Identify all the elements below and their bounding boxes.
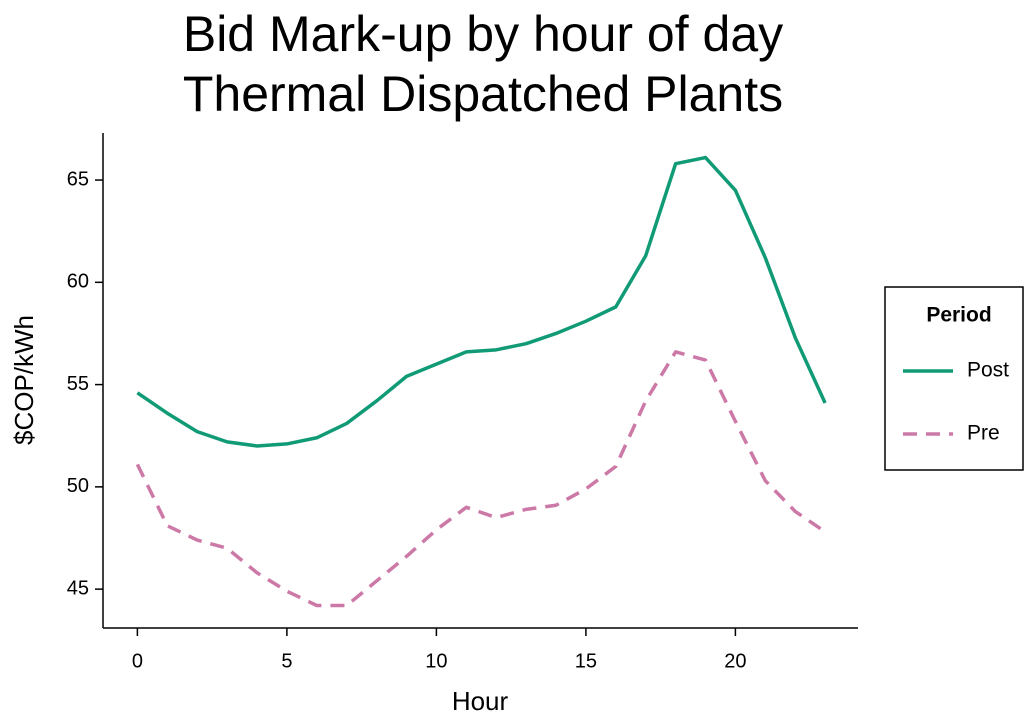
x-tick-label: 20: [724, 650, 746, 672]
legend-label: Pre: [967, 422, 1000, 445]
x-axis-label: Hour: [452, 686, 509, 716]
x-tick-label: 10: [425, 650, 447, 672]
legend-label: Post: [967, 359, 1009, 382]
y-tick-label: 60: [67, 271, 89, 293]
series-line: [136, 155, 827, 448]
y-tick-label: 50: [67, 475, 89, 497]
y-tick-label: 55: [67, 373, 89, 395]
legend-box: [884, 286, 1024, 471]
x-tick-label: 5: [281, 650, 292, 672]
x-tick-label: 0: [132, 650, 143, 672]
chart-title: Thermal Dispatched Plants: [183, 66, 783, 122]
y-tick-label: 45: [67, 577, 89, 599]
legend-title: Period: [926, 304, 991, 327]
y-tick-label: 65: [67, 168, 89, 190]
y-axis-label: $COP/kWh: [9, 315, 39, 445]
chart-title: Bid Mark-up by hour of day: [183, 6, 783, 62]
series-line: [135, 350, 827, 608]
x-tick-label: 15: [575, 650, 597, 672]
